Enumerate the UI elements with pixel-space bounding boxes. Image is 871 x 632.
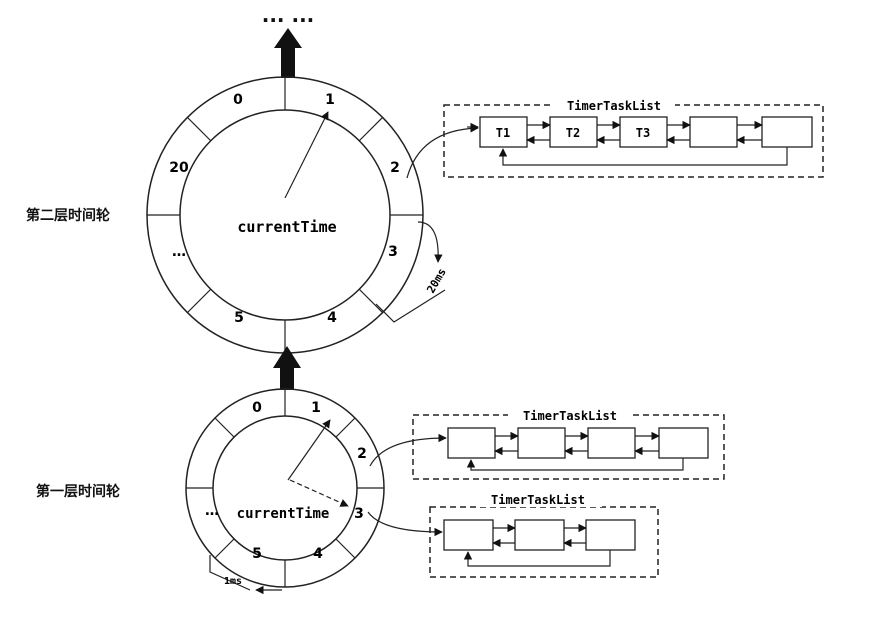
level1-list-b-box-2 [514, 519, 565, 551]
level2-task-box-2 [549, 116, 598, 148]
level2-slot-4: 4 [327, 310, 337, 326]
level1-list-a-box-1 [447, 427, 496, 459]
level2-slot-3: 3 [388, 244, 398, 260]
level2-center-label: currentTime [237, 218, 336, 236]
level2-tick-arrow [417, 221, 443, 263]
level1-slot2-connector [369, 433, 447, 467]
level2-slot-20: 20 [169, 160, 189, 176]
level1-list-a-box-2 [517, 427, 566, 459]
level2-slot-5: 5 [234, 310, 244, 326]
level2-task-box-4 [689, 116, 738, 148]
level1-tick-label: 1ms [224, 576, 242, 587]
level2-pointer-hand [284, 111, 329, 199]
level1-slot-2: 2 [357, 446, 367, 462]
level1-wheel: 0 1 2 3 4 5 … currentTime 1ms [185, 388, 385, 595]
upward-arrow-top [274, 28, 302, 78]
level2-slot-ellipsis: … [172, 244, 186, 260]
level1-center-label: currentTime [237, 506, 330, 522]
top-ellipsis: ... ... [262, 3, 315, 27]
level1-list-a-box-4 [658, 427, 709, 459]
level1-list-a-box-3 [587, 427, 636, 459]
level2-slot2-connector [406, 124, 479, 179]
level2-slot-0: 0 [233, 92, 243, 108]
level1-list-a-title: TimerTaskList [523, 409, 617, 423]
level2-task-label-3: T3 [636, 126, 650, 140]
level2-task-box-3 [619, 116, 668, 148]
level2-task-label-1: T1 [496, 126, 510, 140]
level2-task-box-5 [761, 116, 813, 148]
upward-arrow-middle [273, 346, 301, 390]
level1-timer-task-list-a: TimerTaskList [412, 408, 725, 480]
level1-slot3-connector [367, 511, 443, 537]
level2-list-title: TimerTaskList [567, 99, 661, 113]
level1-pointer-next [289, 479, 349, 507]
level2-wheel: 0 1 2 3 4 5 … 20 currentTime 20ms [146, 76, 449, 354]
level1-title: 第一层时间轮 [36, 483, 120, 500]
level2-title: 第二层时间轮 [26, 207, 110, 224]
level2-slot-1: 1 [325, 92, 335, 108]
level1-tick-bracket [209, 555, 251, 591]
level1-slot-1: 1 [311, 400, 321, 416]
level1-slot-3: 3 [354, 506, 364, 522]
level1-slot-ellipsis: … [205, 503, 219, 519]
level1-timer-task-list-b: TimerTaskList [429, 493, 659, 578]
level2-task-label-2: T2 [566, 126, 580, 140]
level1-slot-5: 5 [252, 546, 262, 562]
level1-list-b-box-1 [443, 519, 494, 551]
level1-slot-4: 4 [313, 546, 323, 562]
level2-task-box-1 [479, 116, 528, 148]
level2-tick-label: 20ms [424, 266, 449, 295]
level1-slot-0: 0 [252, 400, 262, 416]
level2-tick-bracket [375, 289, 446, 323]
level1-list-b-box-3 [585, 519, 636, 551]
level1-list-b-title: TimerTaskList [491, 493, 585, 507]
level2-timer-task-list: TimerTaskList T1 T2 T3 [443, 98, 824, 178]
level2-slot-2: 2 [390, 160, 400, 176]
level1-pointer-hand [287, 419, 331, 481]
